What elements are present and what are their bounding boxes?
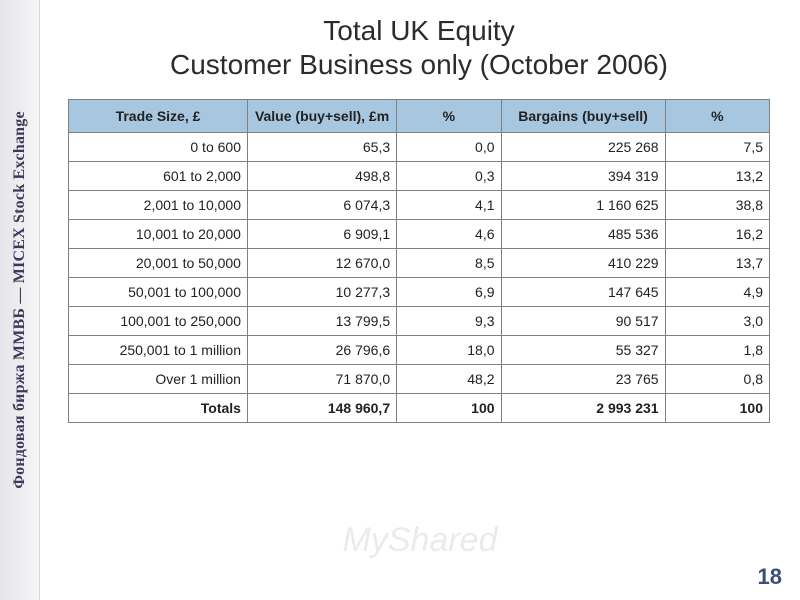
table-row: 0 to 600 65,3 0,0 225 268 7,5 [69, 133, 770, 162]
col-value-pct: % [397, 100, 501, 133]
watermark-text: MyShared [343, 521, 498, 560]
cell: 90 517 [501, 307, 665, 336]
cell: 6 074,3 [247, 191, 396, 220]
cell: 13 799,5 [247, 307, 396, 336]
cell: 2 993 231 [501, 394, 665, 423]
cell: 410 229 [501, 249, 665, 278]
cell: 4,9 [665, 278, 769, 307]
cell: 9,3 [397, 307, 501, 336]
cell: 100,001 to 250,000 [69, 307, 248, 336]
cell: 7,5 [665, 133, 769, 162]
col-bargains: Bargains (buy+sell) [501, 100, 665, 133]
table-totals-row: Totals 148 960,7 100 2 993 231 100 [69, 394, 770, 423]
table-row: 10,001 to 20,000 6 909,1 4,6 485 536 16,… [69, 220, 770, 249]
cell: 13,7 [665, 249, 769, 278]
cell: 38,8 [665, 191, 769, 220]
cell: 601 to 2,000 [69, 162, 248, 191]
page-title: Total UK Equity Customer Business only (… [68, 14, 770, 81]
cell: 12 670,0 [247, 249, 396, 278]
col-value: Value (buy+sell), £m [247, 100, 396, 133]
cell: 20,001 to 50,000 [69, 249, 248, 278]
cell: 6,9 [397, 278, 501, 307]
cell: 18,0 [397, 336, 501, 365]
table-row: 250,001 to 1 million 26 796,6 18,0 55 32… [69, 336, 770, 365]
cell: 394 319 [501, 162, 665, 191]
cell: 10,001 to 20,000 [69, 220, 248, 249]
cell: 2,001 to 10,000 [69, 191, 248, 220]
cell: 16,2 [665, 220, 769, 249]
cell: 250,001 to 1 million [69, 336, 248, 365]
cell: 4,1 [397, 191, 501, 220]
cell: 485 536 [501, 220, 665, 249]
cell: 26 796,6 [247, 336, 396, 365]
cell: 148 960,7 [247, 394, 396, 423]
cell: 8,5 [397, 249, 501, 278]
cell: 3,0 [665, 307, 769, 336]
cell: 6 909,1 [247, 220, 396, 249]
cell: 71 870,0 [247, 365, 396, 394]
cell: 50,001 to 100,000 [69, 278, 248, 307]
cell: 1,8 [665, 336, 769, 365]
table-header-row: Trade Size, £ Value (buy+sell), £m % Bar… [69, 100, 770, 133]
cell: 225 268 [501, 133, 665, 162]
table-body: 0 to 600 65,3 0,0 225 268 7,5 601 to 2,0… [69, 133, 770, 423]
cell: 0,8 [665, 365, 769, 394]
cell: 100 [397, 394, 501, 423]
cell: 4,6 [397, 220, 501, 249]
cell: 0 to 600 [69, 133, 248, 162]
cell: 498,8 [247, 162, 396, 191]
cell: 147 645 [501, 278, 665, 307]
cell: Over 1 million [69, 365, 248, 394]
title-line-2: Customer Business only (October 2006) [170, 49, 668, 80]
cell: 0,0 [397, 133, 501, 162]
page-number: 18 [758, 564, 782, 590]
equity-table: Trade Size, £ Value (buy+sell), £m % Bar… [68, 99, 770, 423]
col-trade-size: Trade Size, £ [69, 100, 248, 133]
cell: 1 160 625 [501, 191, 665, 220]
cell: Totals [69, 394, 248, 423]
cell: 13,2 [665, 162, 769, 191]
cell: 65,3 [247, 133, 396, 162]
left-brand-rail: Фондовая биржа ММВБ — MICEX Stock Exchan… [0, 0, 40, 600]
table-row: Over 1 million 71 870,0 48,2 23 765 0,8 [69, 365, 770, 394]
cell: 0,3 [397, 162, 501, 191]
cell: 55 327 [501, 336, 665, 365]
cell: 100 [665, 394, 769, 423]
brand-rail-text: Фондовая биржа ММВБ — MICEX Stock Exchan… [11, 111, 29, 489]
cell: 10 277,3 [247, 278, 396, 307]
title-line-1: Total UK Equity [323, 15, 514, 46]
table-row: 2,001 to 10,000 6 074,3 4,1 1 160 625 38… [69, 191, 770, 220]
cell: 48,2 [397, 365, 501, 394]
cell: 23 765 [501, 365, 665, 394]
table-row: 601 to 2,000 498,8 0,3 394 319 13,2 [69, 162, 770, 191]
table-row: 100,001 to 250,000 13 799,5 9,3 90 517 3… [69, 307, 770, 336]
table-row: 50,001 to 100,000 10 277,3 6,9 147 645 4… [69, 278, 770, 307]
table-row: 20,001 to 50,000 12 670,0 8,5 410 229 13… [69, 249, 770, 278]
col-bargains-pct: % [665, 100, 769, 133]
slide-body: Total UK Equity Customer Business only (… [40, 0, 800, 600]
